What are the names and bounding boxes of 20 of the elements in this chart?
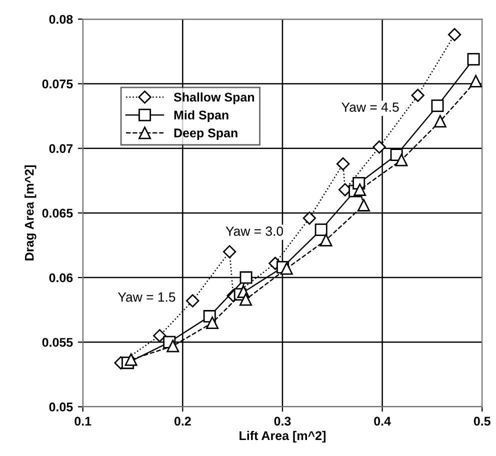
y-tick-label: 0.065 — [42, 208, 73, 218]
y-tick-label: 0.075 — [42, 80, 73, 88]
y-tick-label: 0.08 — [49, 14, 73, 24]
legend-label: Shallow Span — [174, 92, 254, 104]
y-axis-title: Drag Area [m^2] — [24, 165, 36, 260]
annotation: Yaw = 4.5 — [342, 102, 399, 112]
y-tick-label: 0.055 — [42, 338, 73, 347]
annotation: Yaw = 1.5 — [118, 292, 176, 302]
x-tick-label: 0.1 — [74, 416, 92, 426]
x-tick-label: 0.4 — [374, 416, 391, 426]
x-tick-label: 0.5 — [474, 416, 490, 426]
x-tick-label: 0.2 — [174, 416, 191, 426]
legend-label: Deep Span — [174, 128, 238, 140]
y-tick-label: 0.06 — [49, 273, 73, 282]
annotation: Yaw = 3.0 — [226, 226, 284, 236]
legend-label: Mid Span — [174, 110, 228, 122]
y-tick-label: 0.07 — [49, 144, 73, 154]
y-tick-label: 0.05 — [49, 402, 73, 412]
x-axis-title: Lift Area [m^2] — [240, 430, 326, 443]
x-tick-label: 0.3 — [274, 416, 291, 426]
